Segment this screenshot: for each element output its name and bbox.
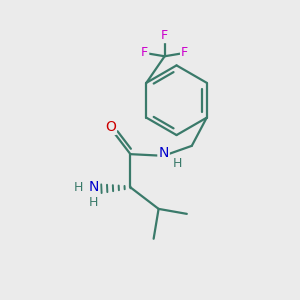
Text: F: F bbox=[161, 29, 168, 42]
Text: F: F bbox=[181, 46, 188, 59]
Text: F: F bbox=[141, 46, 148, 59]
Text: H: H bbox=[173, 157, 182, 169]
Text: H: H bbox=[74, 181, 83, 194]
Text: N: N bbox=[158, 146, 169, 160]
Text: O: O bbox=[105, 120, 116, 134]
Text: H: H bbox=[89, 196, 99, 209]
Text: N: N bbox=[89, 180, 99, 194]
